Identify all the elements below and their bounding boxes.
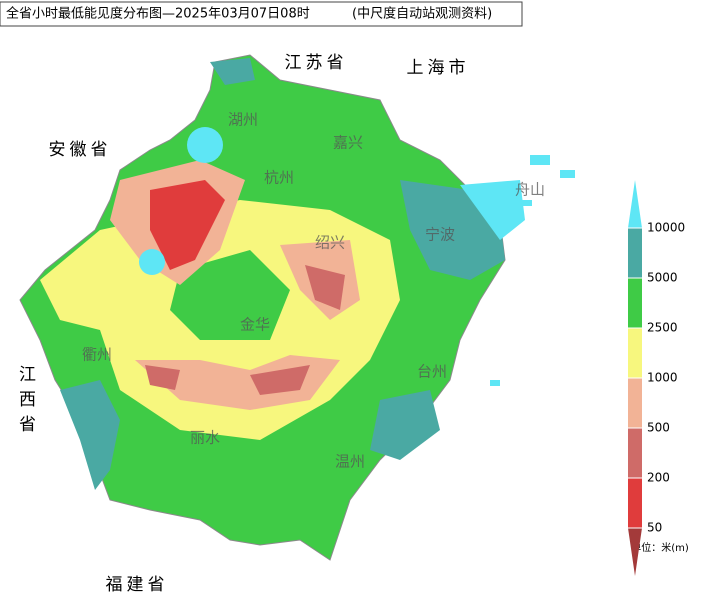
legend-swatch	[628, 328, 642, 378]
city-label: 绍兴	[315, 234, 345, 252]
legend-label: 5000	[647, 271, 678, 285]
legend-swatch	[628, 478, 642, 528]
city-label: 宁波	[425, 226, 455, 244]
legend-label: 2500	[647, 321, 678, 335]
city-label: 台州	[417, 363, 447, 381]
city-label: 衢州	[82, 346, 112, 364]
map-title: 全省小时最低能见度分布图—2025年03月07日08时	[6, 6, 310, 22]
map-source: (中尺度自动站观测资料)	[352, 6, 492, 22]
coast-islands	[490, 155, 575, 386]
city-label: 金华	[240, 316, 270, 334]
legend-label: 1000	[647, 371, 678, 385]
legend-swatch	[628, 278, 642, 328]
legend-swatch	[628, 180, 642, 228]
legend-label: 10000	[647, 221, 685, 235]
city-label: 湖州	[228, 111, 258, 129]
city-label: 舟山	[515, 181, 545, 199]
title-box	[0, 1, 523, 27]
legend-unit: 单位：米(m)	[631, 541, 689, 554]
city-label: 温州	[335, 453, 365, 471]
legend-swatch	[628, 378, 642, 428]
legend-swatch	[628, 428, 642, 478]
legend-label: 200	[647, 471, 670, 485]
legend-swatch	[628, 228, 642, 278]
legend-label: 500	[647, 421, 670, 435]
legend-swatch	[628, 528, 642, 576]
province-label: 江西省	[15, 365, 36, 440]
city-label: 嘉兴	[333, 134, 363, 152]
province-map	[19, 54, 525, 561]
province-label: 福建省	[106, 575, 169, 595]
legend-label: 50	[647, 521, 662, 535]
province-label: 上海市	[407, 58, 470, 78]
province-label: 江苏省	[285, 53, 348, 73]
province-label: 安徽省	[49, 140, 112, 160]
city-label: 丽水	[190, 429, 220, 447]
city-label: 杭州	[264, 169, 294, 187]
